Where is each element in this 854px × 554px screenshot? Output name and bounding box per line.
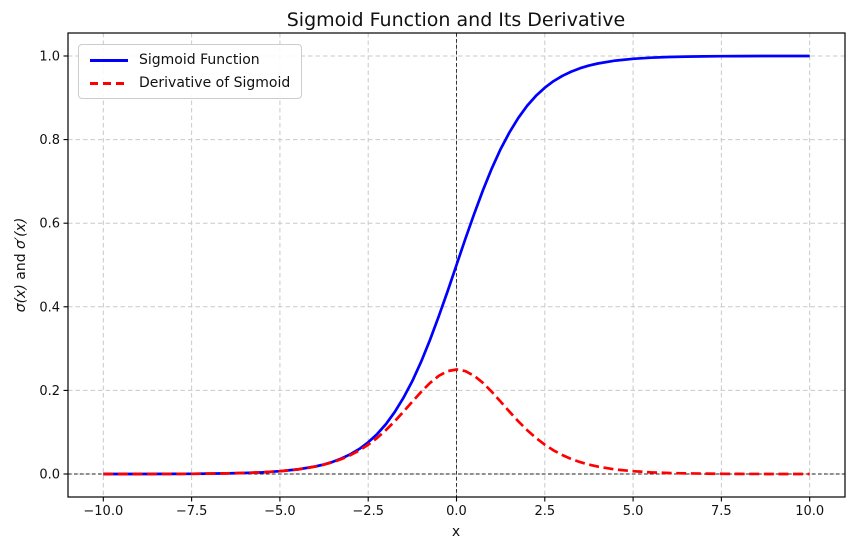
x-tick-label: 0.0	[446, 504, 467, 519]
y-axis-label: σ(x) and σ′(x)	[13, 218, 29, 313]
legend-line-sample-sigmoid	[90, 58, 128, 62]
legend-item-sigmoid: Sigmoid Function	[90, 52, 290, 68]
legend-item-derivative: Derivative of Sigmoid	[90, 75, 290, 91]
y-axis-label-and: and	[13, 248, 29, 285]
sigmoid-curve	[103, 54, 810, 476]
y-tick-label: 0.6	[39, 217, 60, 232]
x-tick-label: 7.5	[711, 504, 732, 519]
derivative-curve	[103, 368, 810, 476]
y-tick-label: 0.4	[39, 300, 60, 315]
y-tick-label: 0.2	[39, 384, 60, 399]
x-axis-label: x	[451, 524, 461, 540]
x-tick-label: 5.0	[623, 504, 644, 519]
x-tick-label: 2.5	[534, 504, 555, 519]
x-tick-label: −10.0	[83, 504, 123, 519]
legend-line-sample-derivative	[90, 81, 128, 85]
x-tick-label: −7.5	[176, 504, 208, 519]
x-tick-label: −5.0	[264, 504, 296, 519]
y-axis-label-sigma: σ(x)	[13, 284, 29, 313]
y-tick-label: 1.0	[39, 49, 60, 64]
legend: Sigmoid Function Derivative of Sigmoid	[78, 44, 303, 99]
legend-label-sigmoid: Sigmoid Function	[139, 52, 260, 68]
legend-label-derivative: Derivative of Sigmoid	[139, 75, 291, 91]
x-tick-label: 10.0	[795, 504, 824, 519]
y-axis-label-sigma-prime: σ′(x)	[13, 217, 29, 249]
y-tick-label: 0.8	[39, 133, 60, 148]
y-tick-label: 0.0	[39, 468, 60, 483]
chart-title: Sigmoid Function and Its Derivative	[286, 9, 626, 31]
x-tick-label: −2.5	[352, 504, 384, 519]
